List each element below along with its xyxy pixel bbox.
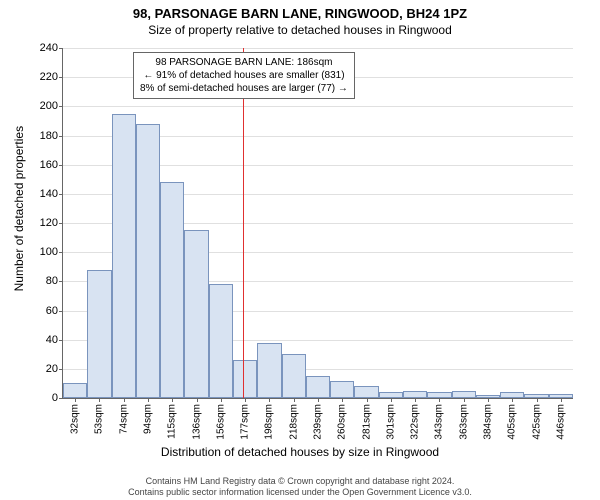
xtick-mark (245, 398, 246, 402)
xtick-mark (561, 398, 562, 402)
xtick-label: 198sqm (264, 404, 275, 440)
footer-line2: Contains public sector information licen… (0, 487, 600, 498)
ytick-mark (59, 77, 63, 78)
chart-container: 98, PARSONAGE BARN LANE, RINGWOOD, BH24 … (0, 0, 600, 500)
ytick-label: 220 (40, 71, 58, 83)
xtick-label: 363sqm (458, 404, 469, 440)
gridline (63, 48, 573, 49)
xtick-label: 74sqm (118, 404, 129, 434)
histogram-bar (257, 343, 281, 398)
ytick-label: 20 (46, 363, 58, 375)
xtick-label: 301sqm (385, 404, 396, 440)
xtick-mark (318, 398, 319, 402)
xtick-mark (488, 398, 489, 402)
ytick-mark (59, 136, 63, 137)
ytick-mark (59, 194, 63, 195)
xtick-label: 425sqm (531, 404, 542, 440)
footer-line1: Contains HM Land Registry data © Crown c… (0, 476, 600, 487)
chart-title-main: 98, PARSONAGE BARN LANE, RINGWOOD, BH24 … (0, 0, 600, 21)
ytick-mark (59, 398, 63, 399)
histogram-bar (306, 376, 330, 398)
histogram-bar (87, 270, 111, 398)
xtick-mark (197, 398, 198, 402)
xtick-label: 136sqm (191, 404, 202, 440)
ytick-label: 160 (40, 159, 58, 171)
xtick-label: 156sqm (215, 404, 226, 440)
xtick-mark (439, 398, 440, 402)
callout-line1: 98 PARSONAGE BARN LANE: 186sqm (140, 56, 348, 69)
xtick-label: 94sqm (143, 404, 154, 434)
xtick-label: 260sqm (337, 404, 348, 440)
ytick-mark (59, 252, 63, 253)
y-axis-label: Number of detached properties (12, 126, 26, 291)
xtick-mark (391, 398, 392, 402)
histogram-bar (160, 182, 184, 398)
xtick-label: 322sqm (410, 404, 421, 440)
histogram-bar (452, 391, 476, 398)
histogram-bar (63, 383, 87, 398)
ytick-label: 40 (46, 334, 58, 346)
xtick-label: 218sqm (288, 404, 299, 440)
x-axis-label: Distribution of detached houses by size … (0, 445, 600, 459)
ytick-mark (59, 223, 63, 224)
ytick-label: 100 (40, 246, 58, 258)
xtick-mark (148, 398, 149, 402)
reference-line (243, 48, 244, 398)
footer: Contains HM Land Registry data © Crown c… (0, 476, 600, 498)
xtick-label: 384sqm (483, 404, 494, 440)
xtick-mark (537, 398, 538, 402)
ytick-label: 120 (40, 217, 58, 229)
plot-area: 02040608010012014016018020022024032sqm53… (62, 48, 573, 399)
ytick-mark (59, 369, 63, 370)
xtick-mark (415, 398, 416, 402)
xtick-label: 177sqm (240, 404, 251, 440)
xtick-label: 239sqm (313, 404, 324, 440)
xtick-mark (124, 398, 125, 402)
callout-line3: 8% of semi-detached houses are larger (7… (140, 82, 348, 95)
ytick-label: 80 (46, 275, 58, 287)
histogram-bar (330, 381, 354, 399)
ytick-mark (59, 48, 63, 49)
xtick-mark (269, 398, 270, 402)
xtick-label: 32sqm (70, 404, 81, 434)
histogram-bar (354, 386, 378, 398)
xtick-mark (512, 398, 513, 402)
ytick-label: 140 (40, 188, 58, 200)
histogram-bar (233, 360, 257, 398)
ytick-mark (59, 281, 63, 282)
ytick-mark (59, 106, 63, 107)
xtick-label: 405sqm (507, 404, 518, 440)
ytick-mark (59, 165, 63, 166)
gridline (63, 106, 573, 107)
histogram-bar (184, 230, 208, 398)
ytick-label: 180 (40, 130, 58, 142)
ytick-mark (59, 311, 63, 312)
xtick-mark (221, 398, 222, 402)
ytick-mark (59, 340, 63, 341)
xtick-label: 115sqm (167, 404, 178, 439)
ytick-label: 200 (40, 100, 58, 112)
ytick-label: 60 (46, 305, 58, 317)
histogram-bar (282, 354, 306, 398)
callout-line2: ← 91% of detached houses are smaller (83… (140, 69, 348, 82)
xtick-mark (464, 398, 465, 402)
histogram-bar (403, 391, 427, 398)
histogram-bar (136, 124, 160, 398)
xtick-mark (99, 398, 100, 402)
xtick-label: 446sqm (555, 404, 566, 440)
histogram-bar (112, 114, 136, 398)
xtick-label: 343sqm (434, 404, 445, 440)
ytick-label: 240 (40, 42, 58, 54)
xtick-label: 281sqm (361, 404, 372, 440)
ytick-label: 0 (52, 392, 58, 404)
chart-title-sub: Size of property relative to detached ho… (0, 23, 600, 37)
xtick-mark (172, 398, 173, 402)
xtick-mark (342, 398, 343, 402)
xtick-label: 53sqm (94, 404, 105, 434)
xtick-mark (75, 398, 76, 402)
histogram-bar (209, 284, 233, 398)
callout-box: 98 PARSONAGE BARN LANE: 186sqm ← 91% of … (133, 52, 355, 99)
xtick-mark (367, 398, 368, 402)
xtick-mark (294, 398, 295, 402)
